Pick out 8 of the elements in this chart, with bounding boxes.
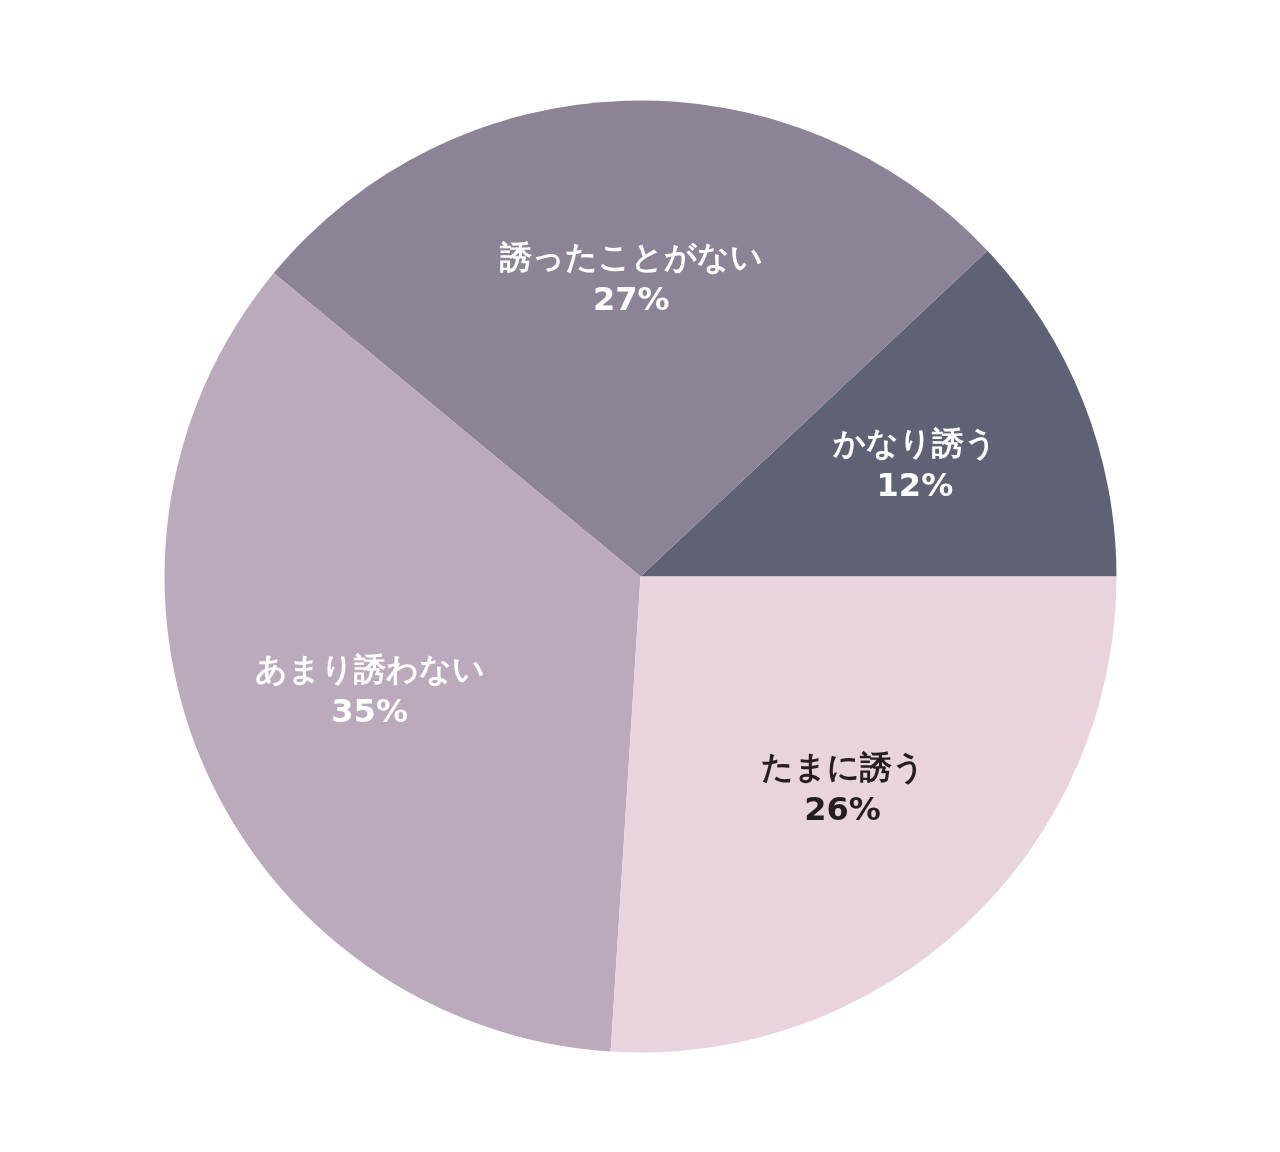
slice-label: 誘ったことがない <box>498 237 763 276</box>
slice-label: たまに誘う <box>760 747 925 786</box>
data-label: 35% <box>331 691 408 730</box>
data-label: 27% <box>592 279 670 318</box>
slice-label: かなり誘う <box>831 423 997 462</box>
data-label: 26% <box>804 789 881 828</box>
data-label: 12% <box>876 465 954 504</box>
slice-label: あまり誘わない <box>254 649 485 688</box>
